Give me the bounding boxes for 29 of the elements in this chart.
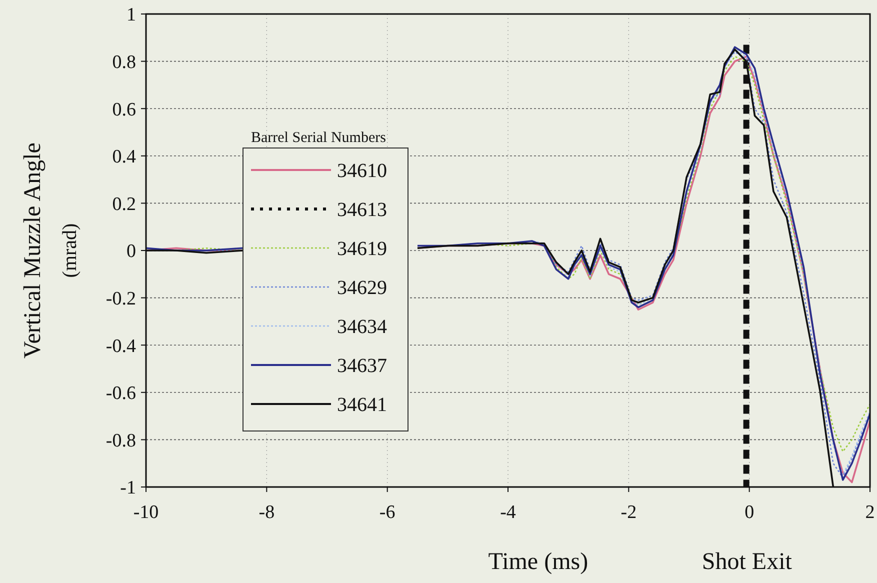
x-tick-label: 2 — [865, 502, 875, 523]
y-tick-label: -0.2 — [106, 288, 136, 310]
y-tick-label: 1 — [126, 4, 136, 26]
y-tick-label: -0.6 — [106, 383, 136, 404]
x-tick-label: -6 — [379, 502, 396, 523]
legend-label: 34641 — [337, 394, 387, 416]
y-tick-label: -0.8 — [106, 430, 136, 452]
y-tick-label: 0.4 — [112, 146, 136, 168]
legend-label: 34613 — [337, 199, 387, 221]
legend-label: 34629 — [337, 277, 387, 299]
x-tick-label: -10 — [133, 502, 159, 523]
legend-label: 34637 — [337, 355, 387, 377]
y-tick-label: 0.6 — [112, 99, 136, 120]
x-tick-label: -8 — [258, 502, 275, 523]
legend-title: Barrel Serial Numbers — [251, 130, 386, 146]
series-label: 34619 — [337, 238, 387, 260]
x-tick-label: -4 — [500, 502, 516, 523]
x-tick-label: 0 — [744, 502, 754, 523]
y-tick-label: 0 — [126, 241, 136, 262]
legend-label: 34634 — [337, 316, 387, 338]
y-tick-label: 0.2 — [112, 194, 136, 215]
y-tick-label: -0.4 — [106, 336, 136, 357]
y-axis-title: Vertical Muzzle Angle (mrad) — [20, 142, 81, 358]
legend-label: 34610 — [337, 160, 387, 182]
text: Shot Exit — [702, 549, 792, 575]
y-tick-label: 0.8 — [112, 52, 136, 73]
x-axis-title: Time (ms) — [488, 549, 588, 575]
x-tick-label: -2 — [620, 502, 637, 523]
y-tick-label: -1 — [120, 478, 136, 499]
